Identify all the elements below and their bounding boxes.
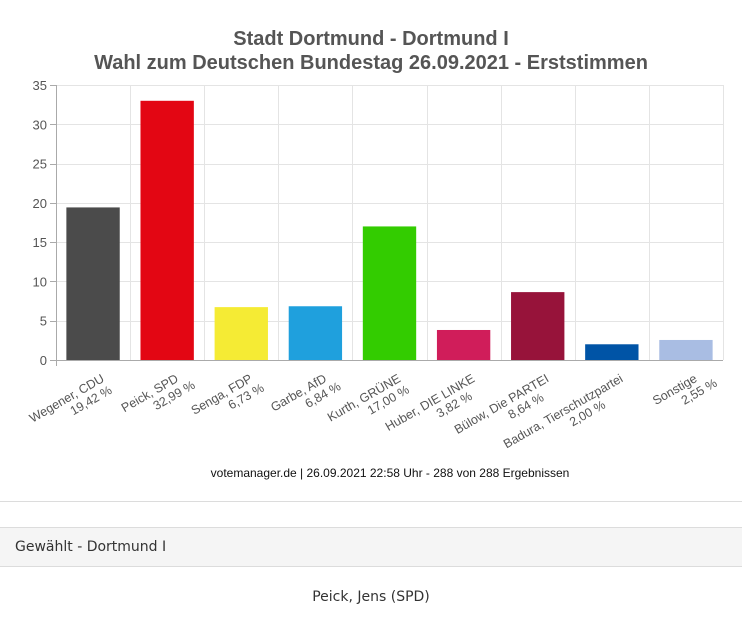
y-tick-label: 5 [40,314,47,329]
bar[interactable] [659,339,713,360]
bar[interactable] [362,226,417,360]
bar[interactable] [140,100,194,361]
bar[interactable] [436,329,491,360]
bar[interactable] [66,207,120,360]
chart-credit: votemanager.de | 26.09.2021 22:58 Uhr - … [211,466,570,480]
divider [0,501,742,502]
bar[interactable] [214,307,268,360]
y-tick-label: 20 [33,196,47,211]
bar[interactable] [511,292,565,360]
y-tick-label: 35 [33,78,47,93]
bar[interactable] [288,306,343,360]
elected-candidate: Peick, Jens (SPD) [312,589,430,605]
y-tick-label: 0 [40,353,47,368]
y-tick-label: 15 [33,235,47,250]
y-tick-label: 30 [33,117,47,132]
y-axis-ticks: 0 5 10 15 20 25 30 35 [33,78,47,368]
y-tick-label: 10 [33,274,47,289]
y-tick-label: 25 [33,157,47,172]
chart-title-line-1: Stadt Dortmund - Dortmund I [233,28,509,50]
chart-title-line-2: Wahl zum Deutschen Bundestag 26.09.2021 … [94,52,648,74]
bar-chart: Stadt Dortmund - Dortmund I Wahl zum Deu… [27,28,724,480]
elected-panel-header: Gewählt - Dortmund I [0,527,742,567]
bar[interactable] [585,344,639,360]
elected-panel-title: Gewählt - Dortmund I [15,539,167,555]
bars [66,100,713,361]
